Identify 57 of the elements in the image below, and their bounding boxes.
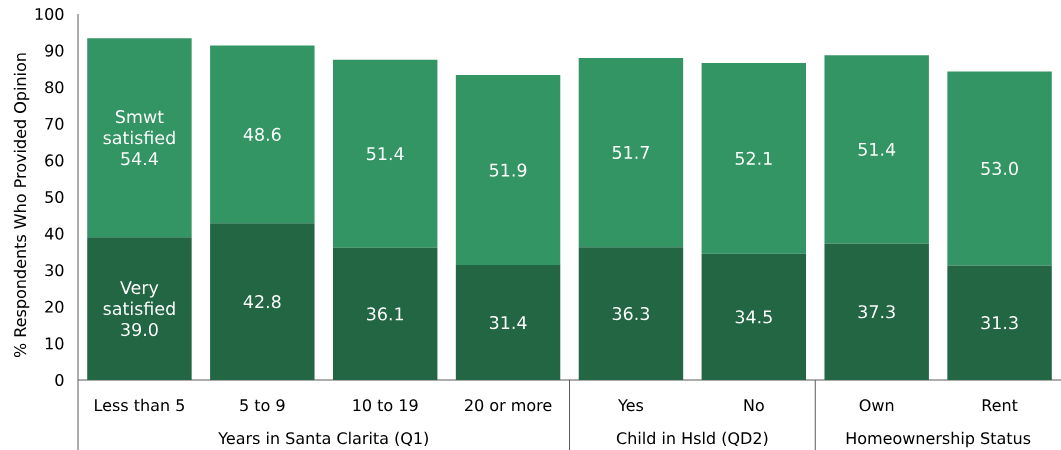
bar	[87, 38, 192, 238]
y-tick-label: 100	[35, 7, 64, 21]
bar	[824, 55, 929, 244]
data-label: 48.6	[243, 127, 281, 142]
data-label: 53.0	[981, 161, 1018, 176]
data-label: 36.1	[367, 307, 404, 321]
y-tick-label: 90	[45, 44, 64, 57]
data-label: 31.3	[981, 316, 1018, 330]
data-label: 31.4	[489, 315, 527, 330]
x-tick-label: 5 to 9	[240, 399, 285, 412]
data-label: 37.3	[858, 305, 895, 319]
bar	[210, 45, 315, 224]
y-tick-label: 0	[55, 373, 64, 387]
bar	[947, 265, 1052, 380]
text: Years in Santa Clarita (Q1)	[218, 431, 428, 447]
x-tick-label: 20 or more	[465, 399, 552, 412]
bar	[701, 253, 807, 380]
text: Child in Hsld (QD2)	[616, 431, 768, 447]
y-tick-label: 30	[45, 264, 64, 277]
y-tick-label: 50	[45, 190, 64, 204]
x-tick-label: Less than 5	[95, 398, 184, 412]
bar	[578, 247, 684, 380]
bar	[578, 57, 684, 248]
x-tick-label: Yes	[618, 399, 644, 412]
y-tick-label: 20	[45, 300, 64, 313]
bar	[455, 265, 561, 380]
text: Homeownership Status	[846, 431, 1031, 448]
bar	[210, 223, 315, 380]
x-tick-label: 10 to 19	[353, 399, 418, 412]
data-label: 51.9	[489, 163, 527, 177]
data-label: 51.4	[858, 142, 896, 156]
data-label: 39.0	[121, 322, 158, 337]
data-label: 54.4	[121, 152, 158, 166]
y-tick-label: 70	[45, 117, 64, 130]
bar	[332, 247, 438, 380]
data-label: 51.4	[367, 147, 404, 161]
y-tick-label: 80	[45, 81, 64, 94]
x-tick-label: Own	[859, 399, 894, 412]
data-label: 34.5	[735, 310, 772, 324]
bar	[824, 243, 929, 380]
series-label: Very satisfied	[103, 281, 175, 316]
x-tick-label: No	[744, 399, 764, 412]
y-tick-label: 40	[44, 227, 64, 240]
data-label: 52.1	[735, 151, 772, 165]
y-tick-label: 60	[45, 154, 64, 167]
y-axis-title: % Respondents Who Provided Opinion	[13, 53, 30, 358]
data-label: 36.3	[612, 306, 650, 321]
x-tick-label: Rent	[982, 399, 1018, 412]
bar	[87, 237, 192, 380]
y-tick-label: 10	[45, 337, 64, 350]
bar	[332, 59, 438, 248]
bar	[455, 75, 561, 266]
data-label: 51.7	[612, 146, 649, 160]
bar	[947, 71, 1052, 266]
bar	[701, 63, 807, 254]
series-label: Smwt satisfied	[103, 110, 175, 145]
data-label: 42.8	[243, 295, 281, 309]
